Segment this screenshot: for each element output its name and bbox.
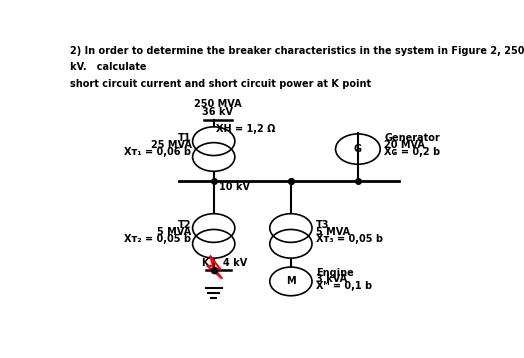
Text: 3 kVA: 3 kVA [316,274,347,284]
Text: Engine: Engine [316,267,354,277]
Text: 5 MVA: 5 MVA [157,227,191,237]
Text: 5 MVA: 5 MVA [316,227,350,237]
Text: Xɢ = 0,2 b: Xɢ = 0,2 b [384,147,440,158]
Text: T3: T3 [316,220,330,230]
Text: Xᴹ = 0,1 b: Xᴹ = 0,1 b [316,281,372,291]
Text: 2) In order to determine the breaker characteristics in the system in Figure 2, : 2) In order to determine the breaker cha… [70,46,524,56]
Text: Xᴛ₂ = 0,05 b: Xᴛ₂ = 0,05 b [124,234,191,244]
Text: M: M [286,276,296,286]
Text: 250 MVA: 250 MVA [194,99,242,109]
Text: 25 MVA: 25 MVA [150,140,191,150]
Text: K: K [201,258,209,268]
Text: kV.   calculate: kV. calculate [70,62,146,72]
Text: 36 kV: 36 kV [202,107,233,117]
Text: Generator: Generator [384,133,440,143]
Text: G: G [354,144,362,154]
Text: 20 MVA: 20 MVA [384,140,425,150]
Text: Xᴛ₃ = 0,05 b: Xᴛ₃ = 0,05 b [316,234,383,244]
Text: T2: T2 [178,220,191,230]
Text: T1: T1 [178,133,191,143]
Text: XH = 1,2 Ω: XH = 1,2 Ω [216,124,275,134]
Text: Xᴛ₁ = 0,06 b: Xᴛ₁ = 0,06 b [124,147,191,158]
Text: 10 kV: 10 kV [219,182,249,192]
Text: 4 kV: 4 kV [223,258,247,268]
Text: short circuit current and short circuit power at K point: short circuit current and short circuit … [70,79,370,89]
